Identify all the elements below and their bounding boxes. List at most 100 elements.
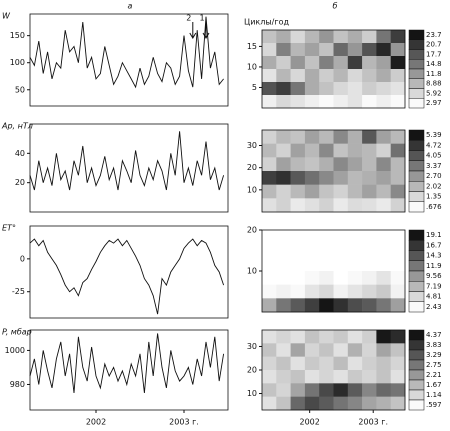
heatmap-cell <box>290 230 306 244</box>
y-tick-label: 20 <box>15 178 25 187</box>
heatmap-cell <box>319 184 334 199</box>
heatmap-cell <box>376 157 391 172</box>
colorbar-box <box>408 281 425 292</box>
heatmap-cell <box>290 69 306 83</box>
heatmap-cell <box>319 343 334 357</box>
plot-frame <box>261 229 406 313</box>
colorbar-box <box>408 98 425 109</box>
heatmap-cell <box>333 130 349 144</box>
heatmap-cell <box>347 198 363 213</box>
heatmap-cell <box>362 30 377 44</box>
heatmap-cell <box>347 298 363 313</box>
heatmap-cell <box>362 69 377 83</box>
heatmap-cell <box>390 56 406 70</box>
heatmap-cell <box>376 198 391 213</box>
heatmap-cell <box>362 356 377 371</box>
heatmap-cell <box>290 356 306 371</box>
heatmap-cell <box>347 43 363 57</box>
heatmap-cell <box>362 143 377 158</box>
y-tick-label: 20 <box>247 163 257 172</box>
heatmap-cell <box>347 396 363 411</box>
heatmap-cell <box>262 82 277 96</box>
heatmap-cell <box>390 243 406 258</box>
heatmap-cell <box>347 95 363 109</box>
colorbar-box <box>408 369 425 381</box>
heatmap-cell <box>333 143 349 158</box>
y-tick-label: 10 <box>247 185 257 194</box>
heatmap-cell <box>304 143 320 158</box>
heatmap-cell <box>376 95 391 109</box>
heatmap-cell <box>290 171 306 185</box>
heatmap-cell <box>347 343 363 357</box>
heatmap-cell <box>319 198 334 213</box>
heatmap-cell <box>347 184 363 199</box>
heatmap-cell <box>290 30 306 44</box>
heatmap-cell <box>362 298 377 313</box>
heatmap-cell <box>290 198 306 213</box>
colorbar-label: 4.05 <box>426 152 442 160</box>
colorbar-label: 1.35 <box>426 193 442 201</box>
colorbar-box <box>408 88 425 99</box>
plot-frame <box>29 123 229 213</box>
heatmap-cell <box>362 396 377 411</box>
heatmap-cell <box>319 330 334 344</box>
heatmap-cell <box>304 298 320 313</box>
colorbar-box <box>408 260 425 272</box>
heatmap-cell <box>262 95 277 109</box>
colorbar-label: 3.29 <box>426 351 442 359</box>
colorbar-label: 3.37 <box>426 162 442 170</box>
colorbar-box <box>408 68 425 79</box>
heatmap-cell <box>347 284 363 299</box>
heatmap-cell <box>333 69 349 83</box>
heatmap-cell <box>276 82 291 96</box>
colorbar-label: 11.9 <box>426 262 442 270</box>
heatmap-cell <box>390 184 406 199</box>
heatmap-cell <box>262 56 277 70</box>
heatmap-cell <box>276 143 291 158</box>
heatmap-cell <box>319 69 334 83</box>
heatmap-cell <box>319 30 334 44</box>
heatmap-cell <box>376 69 391 83</box>
heatmap-cell <box>276 370 291 384</box>
heatmap-cell <box>333 383 349 397</box>
heatmap-cell <box>333 356 349 371</box>
heatmap-cell <box>347 143 363 158</box>
y-axis-label: W <box>2 12 11 21</box>
heatmap-cell <box>304 257 320 272</box>
heatmap-cell <box>390 383 406 397</box>
heatmap-cell <box>319 130 334 144</box>
heatmap-cell <box>376 396 391 411</box>
heatmap-cell <box>347 243 363 258</box>
colorbar-label: 4.37 <box>426 331 442 339</box>
heatmap-cell <box>362 243 377 258</box>
y-tick-label: 30 <box>247 342 257 351</box>
heatmap-cell <box>276 157 291 172</box>
heatmap-cell <box>290 56 306 70</box>
heatmap-cell <box>362 56 377 70</box>
heatmap-cell <box>290 257 306 272</box>
heatmap-cell <box>333 330 349 344</box>
colorbar-box <box>408 270 425 282</box>
y-tick-label: 980 <box>10 380 25 389</box>
series-line <box>29 16 224 89</box>
heatmap-cell <box>390 198 406 213</box>
heatmap-cell <box>304 82 320 96</box>
colorbar-box <box>408 59 425 70</box>
plot-frame <box>261 29 406 109</box>
heatmap-cell <box>333 171 349 185</box>
colorbar-label: 17.7 <box>426 50 442 58</box>
heatmap-cell <box>376 171 391 185</box>
heatmap-cell <box>262 298 277 313</box>
heatmap-cell <box>376 383 391 397</box>
heatmap-cell <box>333 43 349 57</box>
plot-frame <box>29 13 229 107</box>
plot-frame <box>261 329 406 411</box>
heatmap-cell <box>376 143 391 158</box>
heatmap-cell <box>276 130 291 144</box>
plot-frame <box>29 329 229 411</box>
y-axis-label: Aр, нТл <box>1 122 33 131</box>
heatmap-cell <box>333 56 349 70</box>
colorbar-label: 19.1 <box>426 231 442 239</box>
colorbar-label: 14.8 <box>426 60 442 68</box>
heatmap-cell <box>376 230 391 244</box>
